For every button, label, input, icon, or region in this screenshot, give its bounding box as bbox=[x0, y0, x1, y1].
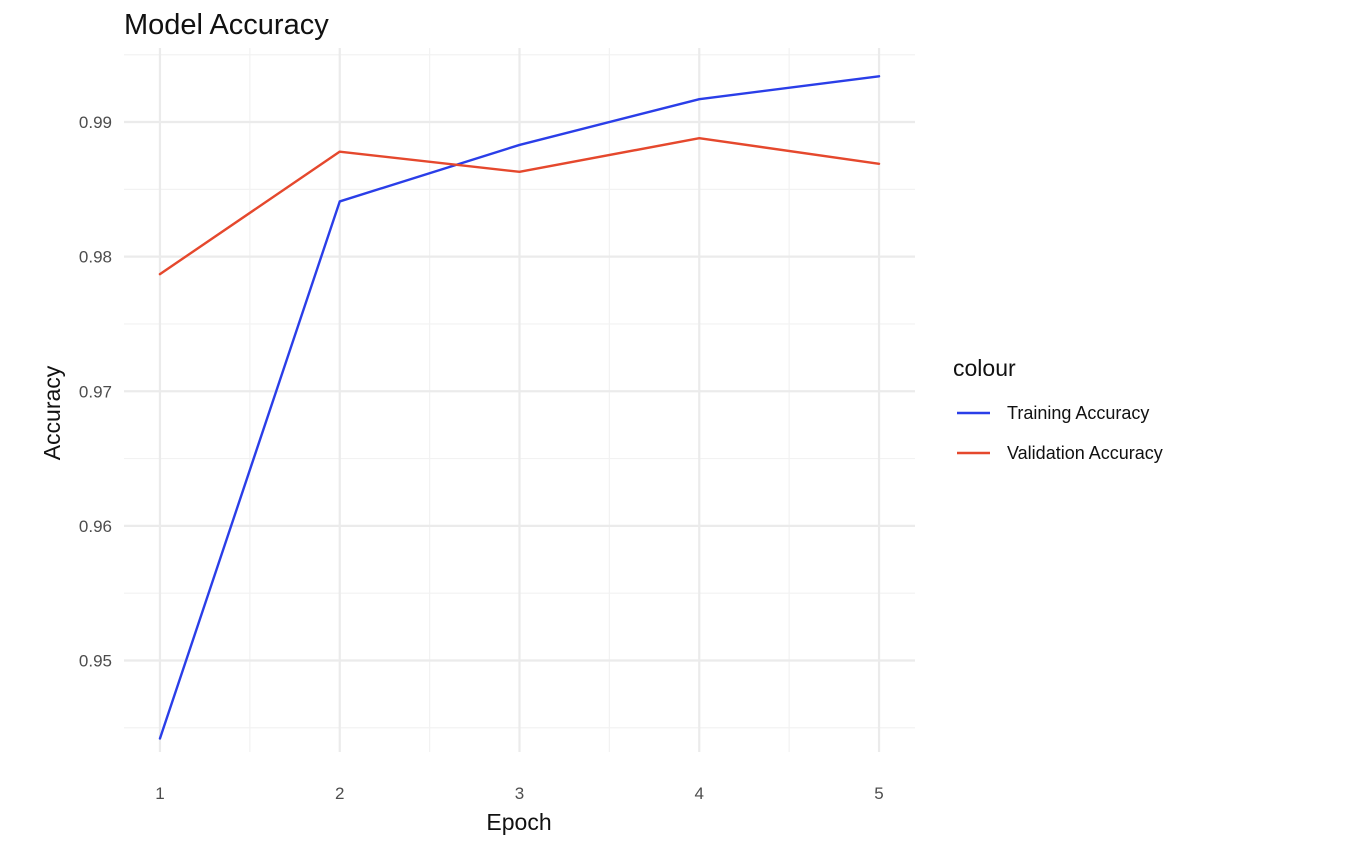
y-tick-label: 0.97 bbox=[79, 382, 112, 401]
chart-title: Model Accuracy bbox=[124, 9, 329, 41]
y-tick-label: 0.98 bbox=[79, 248, 112, 267]
y-axis-title: Accuracy bbox=[39, 365, 65, 460]
x-tick-label: 3 bbox=[515, 784, 524, 803]
legend-label: Training Accuracy bbox=[1007, 403, 1149, 423]
y-tick-label: 0.99 bbox=[79, 113, 112, 132]
x-axis-title: Epoch bbox=[486, 809, 551, 835]
x-tick-label: 5 bbox=[874, 784, 883, 803]
y-tick-label: 0.95 bbox=[79, 651, 112, 670]
x-tick-label: 4 bbox=[695, 784, 704, 803]
x-tick-label: 2 bbox=[335, 784, 344, 803]
legend-label: Validation Accuracy bbox=[1007, 443, 1163, 463]
legend-title: colour bbox=[953, 355, 1016, 381]
x-tick-label: 1 bbox=[155, 784, 164, 803]
y-tick-label: 0.96 bbox=[79, 517, 112, 536]
